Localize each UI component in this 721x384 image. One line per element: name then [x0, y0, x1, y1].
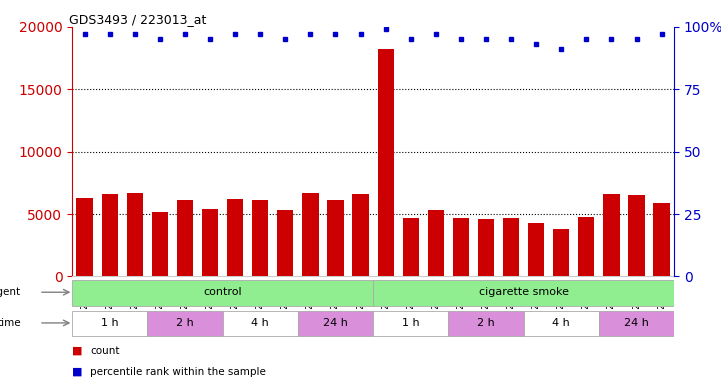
Bar — [402, 218, 419, 276]
Bar — [151, 212, 168, 276]
Bar — [177, 200, 193, 276]
Bar — [72, 280, 373, 306]
Text: ■: ■ — [72, 367, 83, 377]
Bar — [302, 193, 319, 276]
Bar — [76, 198, 93, 276]
Bar — [503, 218, 519, 276]
Text: GDS3493 / 223013_at: GDS3493 / 223013_at — [69, 13, 206, 26]
Bar — [448, 311, 523, 336]
Bar — [277, 210, 293, 276]
Bar — [428, 210, 444, 276]
Bar — [528, 223, 544, 276]
Bar — [72, 311, 147, 336]
Text: 1 h: 1 h — [101, 318, 118, 328]
Text: 1 h: 1 h — [402, 318, 420, 328]
Text: 24 h: 24 h — [624, 318, 649, 328]
Bar — [629, 195, 645, 276]
Bar — [147, 311, 223, 336]
Bar — [223, 311, 298, 336]
Text: 4 h: 4 h — [252, 318, 269, 328]
Bar — [227, 199, 243, 276]
Bar — [127, 193, 143, 276]
Bar — [202, 209, 218, 276]
Bar — [298, 311, 373, 336]
Bar — [252, 200, 268, 276]
Bar — [523, 311, 599, 336]
Bar — [353, 194, 368, 276]
Bar — [653, 203, 670, 276]
Text: 24 h: 24 h — [323, 318, 348, 328]
Text: ■: ■ — [72, 346, 83, 356]
Text: count: count — [90, 346, 120, 356]
Bar — [478, 219, 494, 276]
Text: 2 h: 2 h — [176, 318, 194, 328]
Bar — [373, 280, 674, 306]
Bar — [453, 218, 469, 276]
Text: cigarette smoke: cigarette smoke — [479, 287, 569, 297]
Bar — [378, 50, 394, 276]
Text: 2 h: 2 h — [477, 318, 495, 328]
Text: time: time — [0, 318, 21, 328]
Bar — [578, 217, 595, 276]
Bar — [327, 200, 344, 276]
Bar — [373, 311, 448, 336]
Text: percentile rank within the sample: percentile rank within the sample — [90, 367, 266, 377]
Text: control: control — [203, 287, 242, 297]
Bar — [603, 194, 619, 276]
Bar — [599, 311, 674, 336]
Bar — [102, 194, 118, 276]
Text: 4 h: 4 h — [552, 318, 570, 328]
Text: agent: agent — [0, 287, 21, 297]
Bar — [553, 229, 570, 276]
